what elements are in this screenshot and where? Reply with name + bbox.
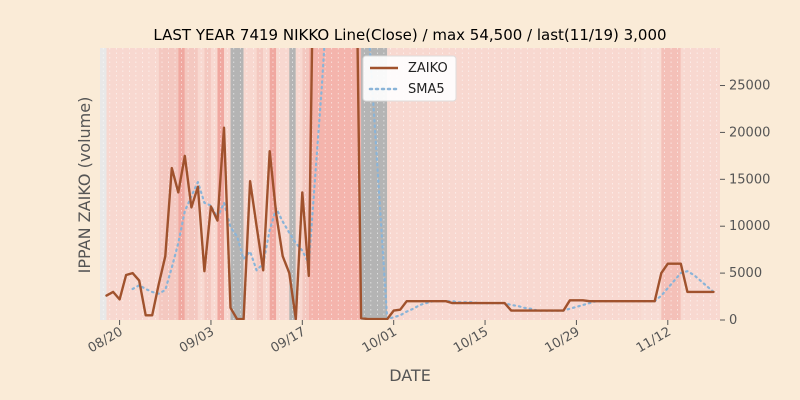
x-axis-title: DATE xyxy=(389,366,431,385)
background-band xyxy=(184,48,198,320)
y-tick-label: 15000 xyxy=(729,172,770,187)
x-tick-label: 10/01 xyxy=(360,324,400,356)
x-axis: 08/20 09/03 09/17 10/01 10/15 10/29 11/12 xyxy=(86,320,674,356)
y-axis: 0 5000 10000 15000 20000 25000 xyxy=(720,79,770,328)
legend: ZAIKO SMA5 xyxy=(362,55,457,102)
background-band xyxy=(276,48,290,320)
y-axis-title: IPPAN ZAIKO (volume) xyxy=(75,97,94,274)
y-tick-label: 5000 xyxy=(729,266,762,281)
x-tick-label: 11/12 xyxy=(634,324,674,356)
y-tick-label: 0 xyxy=(729,313,737,328)
legend-zaiko-label: ZAIKO xyxy=(408,61,448,76)
y-tick-label: 20000 xyxy=(729,125,770,140)
background-band xyxy=(230,48,244,320)
background-band xyxy=(680,48,720,320)
series-lines xyxy=(105,48,715,320)
series-line-zaiko xyxy=(105,48,715,320)
x-tick-label: 10/29 xyxy=(542,324,582,356)
chart-title: LAST YEAR 7419 NIKKO Line(Close) / max 5… xyxy=(153,26,666,44)
x-tick-label: 10/15 xyxy=(451,324,491,356)
x-tick-label: 09/17 xyxy=(268,324,308,356)
background-band xyxy=(106,48,159,320)
legend-sma5-label: SMA5 xyxy=(408,82,445,97)
background-band xyxy=(308,48,362,320)
x-tick-label: 09/03 xyxy=(177,324,217,356)
x-tick-label: 08/20 xyxy=(86,324,126,356)
y-tick-label: 25000 xyxy=(729,79,770,94)
y-tick-label: 10000 xyxy=(729,219,770,234)
